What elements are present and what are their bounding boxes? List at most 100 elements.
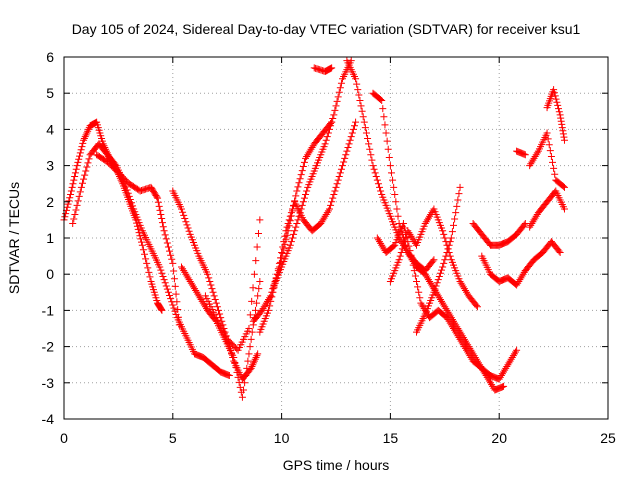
data-point-interp	[374, 236, 382, 244]
y-tick-label: -3	[42, 375, 55, 391]
data-point	[293, 187, 301, 195]
data-point-interp	[380, 113, 388, 121]
data-point-interp	[435, 294, 443, 302]
data-point-interp	[467, 353, 475, 361]
data-point-interp	[355, 91, 363, 99]
data-point-interp	[70, 215, 78, 223]
data-point-interp	[407, 232, 415, 240]
data-point	[247, 335, 255, 343]
data-point-interp	[253, 352, 261, 360]
data-point	[330, 111, 338, 119]
data-point-interp	[287, 238, 295, 246]
data-point-interp	[366, 145, 374, 153]
data-point-interp	[443, 248, 451, 256]
data-point-interp	[555, 108, 563, 116]
data-point-interp	[81, 171, 89, 179]
data-point-interp	[382, 129, 390, 137]
data-point-interp	[454, 196, 462, 204]
data-point-interp	[275, 259, 283, 267]
data-point-interp	[166, 291, 174, 299]
data-point-interp	[385, 153, 393, 161]
data-point-interp	[377, 96, 385, 104]
data-point-interp	[268, 293, 276, 301]
data-point-interp	[137, 235, 145, 243]
data-point-interp	[371, 169, 379, 177]
data-point-interp	[158, 215, 166, 223]
data-point	[373, 234, 381, 242]
data-point-interp	[519, 270, 527, 278]
data-point-interp	[399, 241, 407, 249]
data-point-interp	[345, 140, 353, 148]
data-point-interp	[531, 214, 539, 222]
data-point-interp	[185, 276, 193, 284]
data-point-interp	[558, 120, 566, 128]
data-point	[265, 306, 273, 314]
data-point-interp	[246, 311, 254, 319]
data-point	[352, 118, 360, 126]
data-point-interp	[278, 248, 286, 256]
data-point	[369, 162, 377, 170]
x-tick-label: 15	[383, 430, 399, 446]
data-point-interp	[410, 267, 418, 275]
data-point	[225, 372, 233, 380]
data-point-interp	[260, 303, 268, 311]
x-tick-labels: 0 5 10 15 20 25	[60, 430, 616, 446]
data-point	[178, 263, 186, 271]
data-point-interp	[197, 296, 205, 304]
data-point	[447, 234, 455, 242]
data-point-interp	[342, 151, 350, 159]
data-point-interp	[419, 303, 427, 311]
data-point-interp	[429, 257, 437, 265]
data-point-interp	[411, 272, 419, 280]
data-point	[256, 216, 264, 224]
data-point-interp	[294, 216, 302, 224]
data-point-interp	[280, 238, 288, 246]
data-point-interp	[248, 328, 256, 336]
data-point-interp	[156, 206, 164, 214]
data-point-interp	[549, 158, 557, 166]
data-point-interp	[129, 202, 137, 210]
data-point-interp	[413, 277, 421, 285]
data-point-interp	[252, 257, 260, 265]
y-tick-label: 1	[46, 230, 54, 246]
data-point	[378, 96, 386, 104]
data-point-interp	[299, 198, 307, 206]
data-point-interp	[188, 281, 196, 289]
data-point-interp	[209, 288, 217, 296]
data-point	[456, 277, 464, 285]
data-point-interp	[74, 197, 82, 205]
data-point-interp	[374, 180, 382, 188]
data-point	[156, 263, 164, 271]
data-point-interp	[157, 305, 165, 313]
data-point-interp	[125, 192, 133, 200]
data-point	[556, 111, 564, 119]
data-point-interp	[298, 167, 306, 175]
data-point	[404, 227, 412, 235]
data-point-interp	[158, 269, 166, 277]
data-point	[154, 194, 162, 202]
data-point	[334, 176, 342, 184]
data-point-interp	[248, 363, 256, 371]
data-point-interp	[249, 284, 257, 292]
data-point-interp	[552, 95, 560, 103]
data-point-interp	[428, 209, 436, 217]
data-point-interp	[198, 297, 206, 305]
series-arc-18	[513, 147, 529, 159]
data-point-interp	[296, 175, 304, 183]
data-point-interp	[216, 310, 224, 318]
data-point-interp	[506, 357, 514, 365]
data-point-interp	[173, 298, 181, 306]
data-point-interp	[266, 302, 274, 310]
data-point-interp	[192, 286, 200, 294]
data-point-interp	[158, 219, 166, 227]
x-tick-label: 10	[274, 430, 290, 446]
data-point-interp	[444, 308, 452, 316]
data-point-interp	[394, 212, 402, 220]
data-point-interp	[320, 214, 328, 222]
series-arc-1	[60, 118, 166, 314]
data-point-interp	[243, 364, 251, 372]
data-point-interp	[200, 301, 208, 309]
data-point-interp	[285, 216, 293, 224]
data-point-interp	[189, 283, 197, 291]
data-point-interp	[286, 212, 294, 220]
